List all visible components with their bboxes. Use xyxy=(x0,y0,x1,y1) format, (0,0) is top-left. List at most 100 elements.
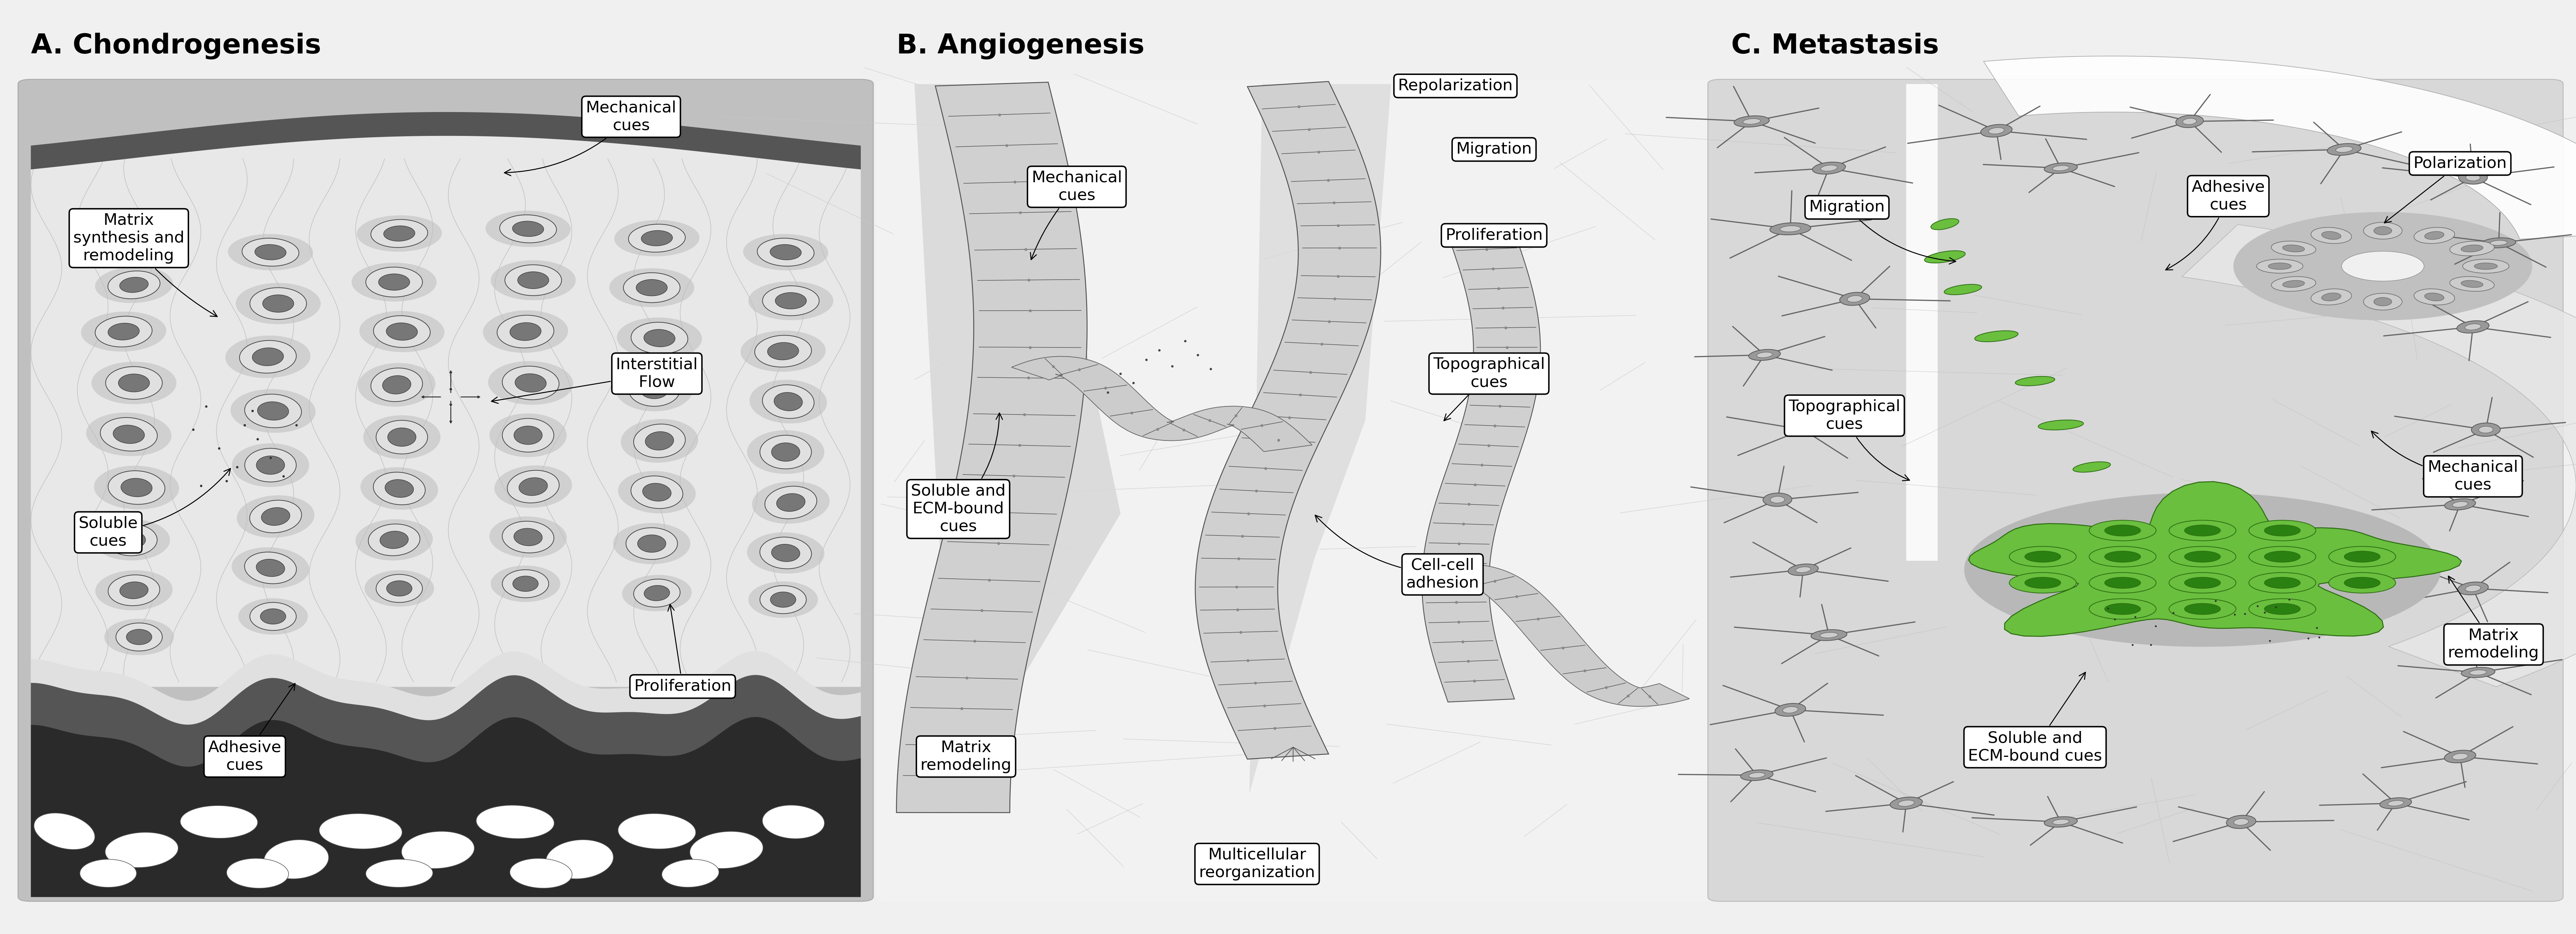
Ellipse shape xyxy=(2311,289,2352,305)
Ellipse shape xyxy=(613,523,690,564)
Ellipse shape xyxy=(546,840,613,879)
Ellipse shape xyxy=(636,279,667,296)
Ellipse shape xyxy=(1783,707,1798,713)
Circle shape xyxy=(2233,212,2532,320)
Ellipse shape xyxy=(106,832,178,868)
Ellipse shape xyxy=(2414,227,2455,244)
Text: Topographical
cues: Topographical cues xyxy=(1432,357,1546,420)
Text: Adhesive
cues: Adhesive cues xyxy=(2166,179,2264,270)
Ellipse shape xyxy=(252,347,283,366)
Ellipse shape xyxy=(502,366,559,400)
Ellipse shape xyxy=(245,552,296,584)
Ellipse shape xyxy=(118,277,149,292)
Ellipse shape xyxy=(2249,573,2316,593)
Text: Polarization: Polarization xyxy=(2385,156,2506,223)
Ellipse shape xyxy=(2365,222,2403,239)
Ellipse shape xyxy=(2380,798,2411,809)
Ellipse shape xyxy=(1734,116,1770,127)
Ellipse shape xyxy=(618,471,696,514)
Ellipse shape xyxy=(242,238,299,266)
Ellipse shape xyxy=(629,224,685,252)
Ellipse shape xyxy=(1839,292,1870,305)
Ellipse shape xyxy=(1945,284,1981,295)
Ellipse shape xyxy=(2038,420,2084,430)
Ellipse shape xyxy=(2272,241,2316,256)
Ellipse shape xyxy=(2009,546,2076,567)
Ellipse shape xyxy=(2424,232,2445,239)
Ellipse shape xyxy=(2053,165,2069,171)
Ellipse shape xyxy=(513,576,538,591)
Ellipse shape xyxy=(263,295,294,312)
Ellipse shape xyxy=(2460,245,2483,252)
Ellipse shape xyxy=(1924,250,1965,263)
Ellipse shape xyxy=(2344,577,2380,588)
Ellipse shape xyxy=(2089,599,2156,619)
Ellipse shape xyxy=(2184,603,2221,615)
Ellipse shape xyxy=(374,473,425,504)
Ellipse shape xyxy=(618,814,696,849)
Text: Matrix
remodeling: Matrix remodeling xyxy=(920,740,1012,773)
Ellipse shape xyxy=(361,467,438,510)
Ellipse shape xyxy=(747,431,824,474)
Ellipse shape xyxy=(255,245,286,260)
Ellipse shape xyxy=(33,813,95,850)
Ellipse shape xyxy=(2045,163,2076,174)
Text: Topographical
cues: Topographical cues xyxy=(1788,399,1909,481)
Polygon shape xyxy=(1984,56,2576,239)
Ellipse shape xyxy=(2388,800,2403,806)
Ellipse shape xyxy=(2282,245,2306,252)
Ellipse shape xyxy=(1811,630,1847,641)
Ellipse shape xyxy=(386,581,412,596)
Ellipse shape xyxy=(229,389,317,432)
Ellipse shape xyxy=(515,374,546,392)
Ellipse shape xyxy=(513,221,544,236)
Ellipse shape xyxy=(1757,352,1772,358)
Ellipse shape xyxy=(629,373,680,406)
Ellipse shape xyxy=(2336,147,2352,152)
Ellipse shape xyxy=(389,428,417,446)
Ellipse shape xyxy=(770,245,801,260)
Ellipse shape xyxy=(1749,349,1780,361)
Ellipse shape xyxy=(319,814,402,849)
Ellipse shape xyxy=(245,394,301,428)
Ellipse shape xyxy=(489,565,562,602)
Ellipse shape xyxy=(376,420,428,454)
Polygon shape xyxy=(1906,84,1937,560)
Ellipse shape xyxy=(2089,546,2156,567)
Ellipse shape xyxy=(2169,546,2236,567)
Ellipse shape xyxy=(2025,577,2061,588)
Ellipse shape xyxy=(502,521,554,553)
Ellipse shape xyxy=(358,311,446,352)
Ellipse shape xyxy=(350,262,435,302)
Ellipse shape xyxy=(1795,567,1811,573)
Text: Proliferation: Proliferation xyxy=(1445,228,1543,243)
FancyBboxPatch shape xyxy=(18,79,873,901)
Ellipse shape xyxy=(2458,171,2488,184)
Ellipse shape xyxy=(1821,165,1837,171)
Ellipse shape xyxy=(1793,427,1814,432)
Ellipse shape xyxy=(85,413,173,456)
Ellipse shape xyxy=(2458,582,2488,595)
Ellipse shape xyxy=(118,374,149,392)
Ellipse shape xyxy=(770,592,796,607)
Ellipse shape xyxy=(641,231,672,246)
Ellipse shape xyxy=(1965,493,2442,646)
Ellipse shape xyxy=(616,318,703,359)
Ellipse shape xyxy=(2344,551,2380,562)
FancyBboxPatch shape xyxy=(1708,79,2563,901)
Ellipse shape xyxy=(750,380,827,423)
Ellipse shape xyxy=(641,380,670,399)
Ellipse shape xyxy=(760,537,811,569)
Polygon shape xyxy=(1414,564,1690,706)
Ellipse shape xyxy=(497,316,554,347)
Ellipse shape xyxy=(2249,599,2316,619)
Ellipse shape xyxy=(482,310,569,353)
Ellipse shape xyxy=(1785,424,1821,435)
Ellipse shape xyxy=(1932,219,1958,230)
Ellipse shape xyxy=(118,531,144,548)
Ellipse shape xyxy=(237,495,314,538)
Ellipse shape xyxy=(2375,226,2393,234)
Ellipse shape xyxy=(95,267,173,303)
Ellipse shape xyxy=(2465,174,2481,181)
Ellipse shape xyxy=(641,483,672,502)
